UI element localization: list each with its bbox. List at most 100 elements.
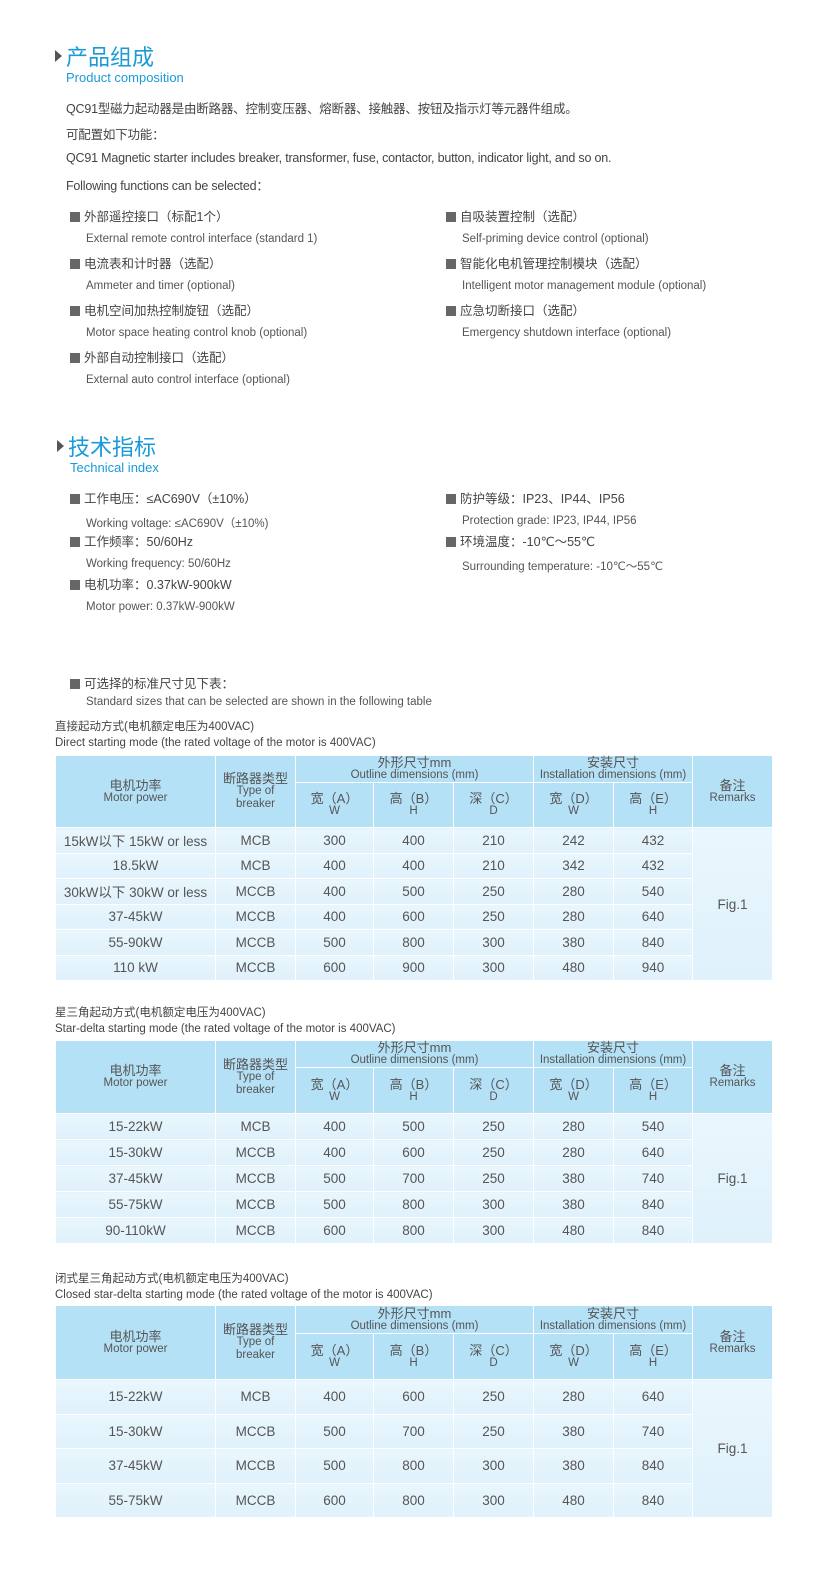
table-row: 30kW以下 30kW or less MCCB 400 500 250 280 540 <box>55 878 773 905</box>
table-cell: 37-45kW <box>55 903 216 930</box>
h-sub: W <box>568 805 579 817</box>
header-breaker: 断路器类型 Type of breaker <box>215 1040 296 1114</box>
header-motor-power: 电机功率 Motor power <box>55 755 216 828</box>
header-c: 深（C） D <box>452 782 535 828</box>
feature-item: 电机功率：0.37kW-900kW Motor power: 0.37kW-900… <box>70 574 268 617</box>
table-cell: MCB <box>215 1113 296 1140</box>
table-cell: 110 kW <box>55 954 216 981</box>
table-cell: MCCB <box>215 1139 296 1166</box>
bullet-square-icon <box>70 353 80 363</box>
h-cn: 宽（D） <box>549 791 598 806</box>
table-row: 18.5kW MCB 400 400 210 342 432 <box>55 852 773 879</box>
feature-en: Self-priming device control (optional) <box>462 233 649 245</box>
remarks-cell: Fig.1 <box>692 1379 774 1518</box>
table-cell: 800 <box>373 1217 454 1244</box>
table-cell: 500 <box>295 1413 374 1449</box>
feature-cn: 工作电压：≤AC690V（±10%） <box>84 492 257 506</box>
feature-cn: 电机功率：0.37kW-900kW <box>84 578 232 592</box>
h-en: Outline dimensions (mm) <box>350 769 479 781</box>
h-en: Installation dimensions (mm) <box>539 1319 687 1332</box>
table-cell: 300 <box>452 1448 535 1484</box>
table-cell: 800 <box>373 1482 454 1518</box>
table-cell: 480 <box>533 1482 615 1518</box>
table-row: 110 kW MCCB 600 900 300 480 940 <box>55 954 773 981</box>
table-cell: 840 <box>613 1217 694 1244</box>
header-d: 宽（D） W <box>533 782 615 828</box>
table-row: 15-30kW MCCB 500 700 250 380 740 <box>55 1413 773 1449</box>
caption-cn: 闭式星三角起动方式(电机额定电压为400VAC) <box>55 1273 289 1285</box>
table-cell: 600 <box>373 1379 454 1415</box>
h-cn: 外形尺寸mm <box>377 1305 452 1321</box>
table-cell: 800 <box>373 1191 454 1218</box>
table-cell: 500 <box>295 1165 374 1192</box>
header-remarks: 备注 Remarks <box>692 1040 774 1114</box>
section-title-composition: 产品组成 <box>55 40 154 72</box>
table-row: 15-22kW MCB 400 600 250 280 640 Fig.1 <box>55 1379 774 1518</box>
table-cell: 840 <box>613 1448 694 1484</box>
table-row: 55-90kW MCCB 500 800 300 380 840 <box>55 929 773 956</box>
table-cell: 380 <box>533 1191 615 1218</box>
header-e: 高（E） H <box>613 1333 694 1380</box>
table-cell: 250 <box>452 1165 535 1192</box>
h-en: Motor power <box>103 791 168 804</box>
table-cell: 600 <box>295 1482 374 1518</box>
feature-cn: 电机空间加热控制旋钮（选配） <box>84 304 260 318</box>
table-cell: 600 <box>295 1217 374 1244</box>
feature-item: 电流表和计时器（选配） Ammeter and timer (optional) <box>70 253 317 300</box>
table-caption: 直接起动方式(电机额定电压为400VAC) Direct starting mod… <box>55 718 376 749</box>
table-cell: 400 <box>295 1113 374 1140</box>
h-en: Installation dimensions (mm) <box>539 769 687 781</box>
table-row: 37-45kW MCCB 400 600 250 280 640 <box>55 903 773 930</box>
table-cell: 500 <box>295 1448 374 1484</box>
h-sub: H <box>409 805 418 817</box>
header-breaker: 断路器类型 Type of breaker <box>215 1305 296 1380</box>
header-outline: 外形尺寸mm Outline dimensions (mm) <box>294 1305 535 1334</box>
table-cell: 900 <box>373 954 454 981</box>
table-cell: 740 <box>613 1165 694 1192</box>
table-cell: 800 <box>373 929 454 956</box>
bullet-square-icon <box>70 259 80 269</box>
table-cell: 500 <box>295 1191 374 1218</box>
table-cell: MCB <box>215 827 296 854</box>
table-cell: MCCB <box>215 1191 296 1218</box>
header-breaker: 断路器类型 Type of breaker <box>215 755 296 828</box>
remarks-cell: Fig.1 <box>692 1113 774 1244</box>
table-cell: 30kW以下 30kW or less <box>55 878 216 905</box>
table-cell: 400 <box>295 852 374 879</box>
intro-line: Following functions can be selected： <box>66 179 269 193</box>
table-cell: 480 <box>533 954 615 981</box>
table-cell: 400 <box>373 827 454 854</box>
table-cell: MCCB <box>215 1448 296 1484</box>
h-cn: 宽（D） <box>549 1076 598 1092</box>
table-cell: MCCB <box>215 1217 296 1244</box>
feature-en: Working voltage: ≤AC690V（±10%) <box>86 518 269 530</box>
header-e: 高（E） H <box>613 1067 694 1114</box>
dimensions-table: 电机功率 Motor power 断路器类型 Type of breaker 外形尺… <box>55 755 774 981</box>
table-row: 90-110kW MCCB 600 800 300 480 840 <box>55 1217 773 1244</box>
dimensions-table: 电机功率 Motor power 断路器类型 Type of breaker 外形尺… <box>55 1040 774 1244</box>
h-cn: 断路器类型 <box>222 771 288 786</box>
header-e: 高（E） H <box>613 782 694 828</box>
h-cn: 外形尺寸mm <box>377 1040 452 1055</box>
h-sub: H <box>648 1356 658 1369</box>
table-cell: 840 <box>613 1482 694 1518</box>
feature-cn: 外部遥控接口（标配1个） <box>84 210 229 224</box>
table-cell: MCCB <box>215 954 296 981</box>
h-cn: 安装尺寸 <box>587 755 640 770</box>
table-cell: 480 <box>533 1217 615 1244</box>
table-cell: 15-30kW <box>55 1413 216 1449</box>
dimensions-table: 电机功率 Motor power 断路器类型 Type of breaker 外形尺… <box>55 1305 774 1518</box>
feature-en: External remote control interface (stand… <box>86 233 318 245</box>
table-cell: 300 <box>452 929 535 956</box>
table-cell: 55-90kW <box>55 929 216 956</box>
header-c: 深（C） D <box>452 1067 535 1114</box>
feature-cn: 电流表和计时器（选配） <box>84 257 222 271</box>
sizes-note: 可选择的标准尺寸见下表： Standard sizes that can be … <box>70 673 432 708</box>
feature-en: Intelligent motor management module (opt… <box>462 280 707 292</box>
h-en: Motor power <box>103 1342 168 1355</box>
feature-cn: 应急切断接口（选配） <box>460 304 586 318</box>
table-row: 15kW以下 15kW or less MCB 300 400 210 242 432 Fig… <box>55 827 774 981</box>
bullet-square-icon <box>446 494 456 504</box>
h-sub: W <box>329 1356 340 1369</box>
header-d: 宽（D） W <box>533 1067 615 1114</box>
